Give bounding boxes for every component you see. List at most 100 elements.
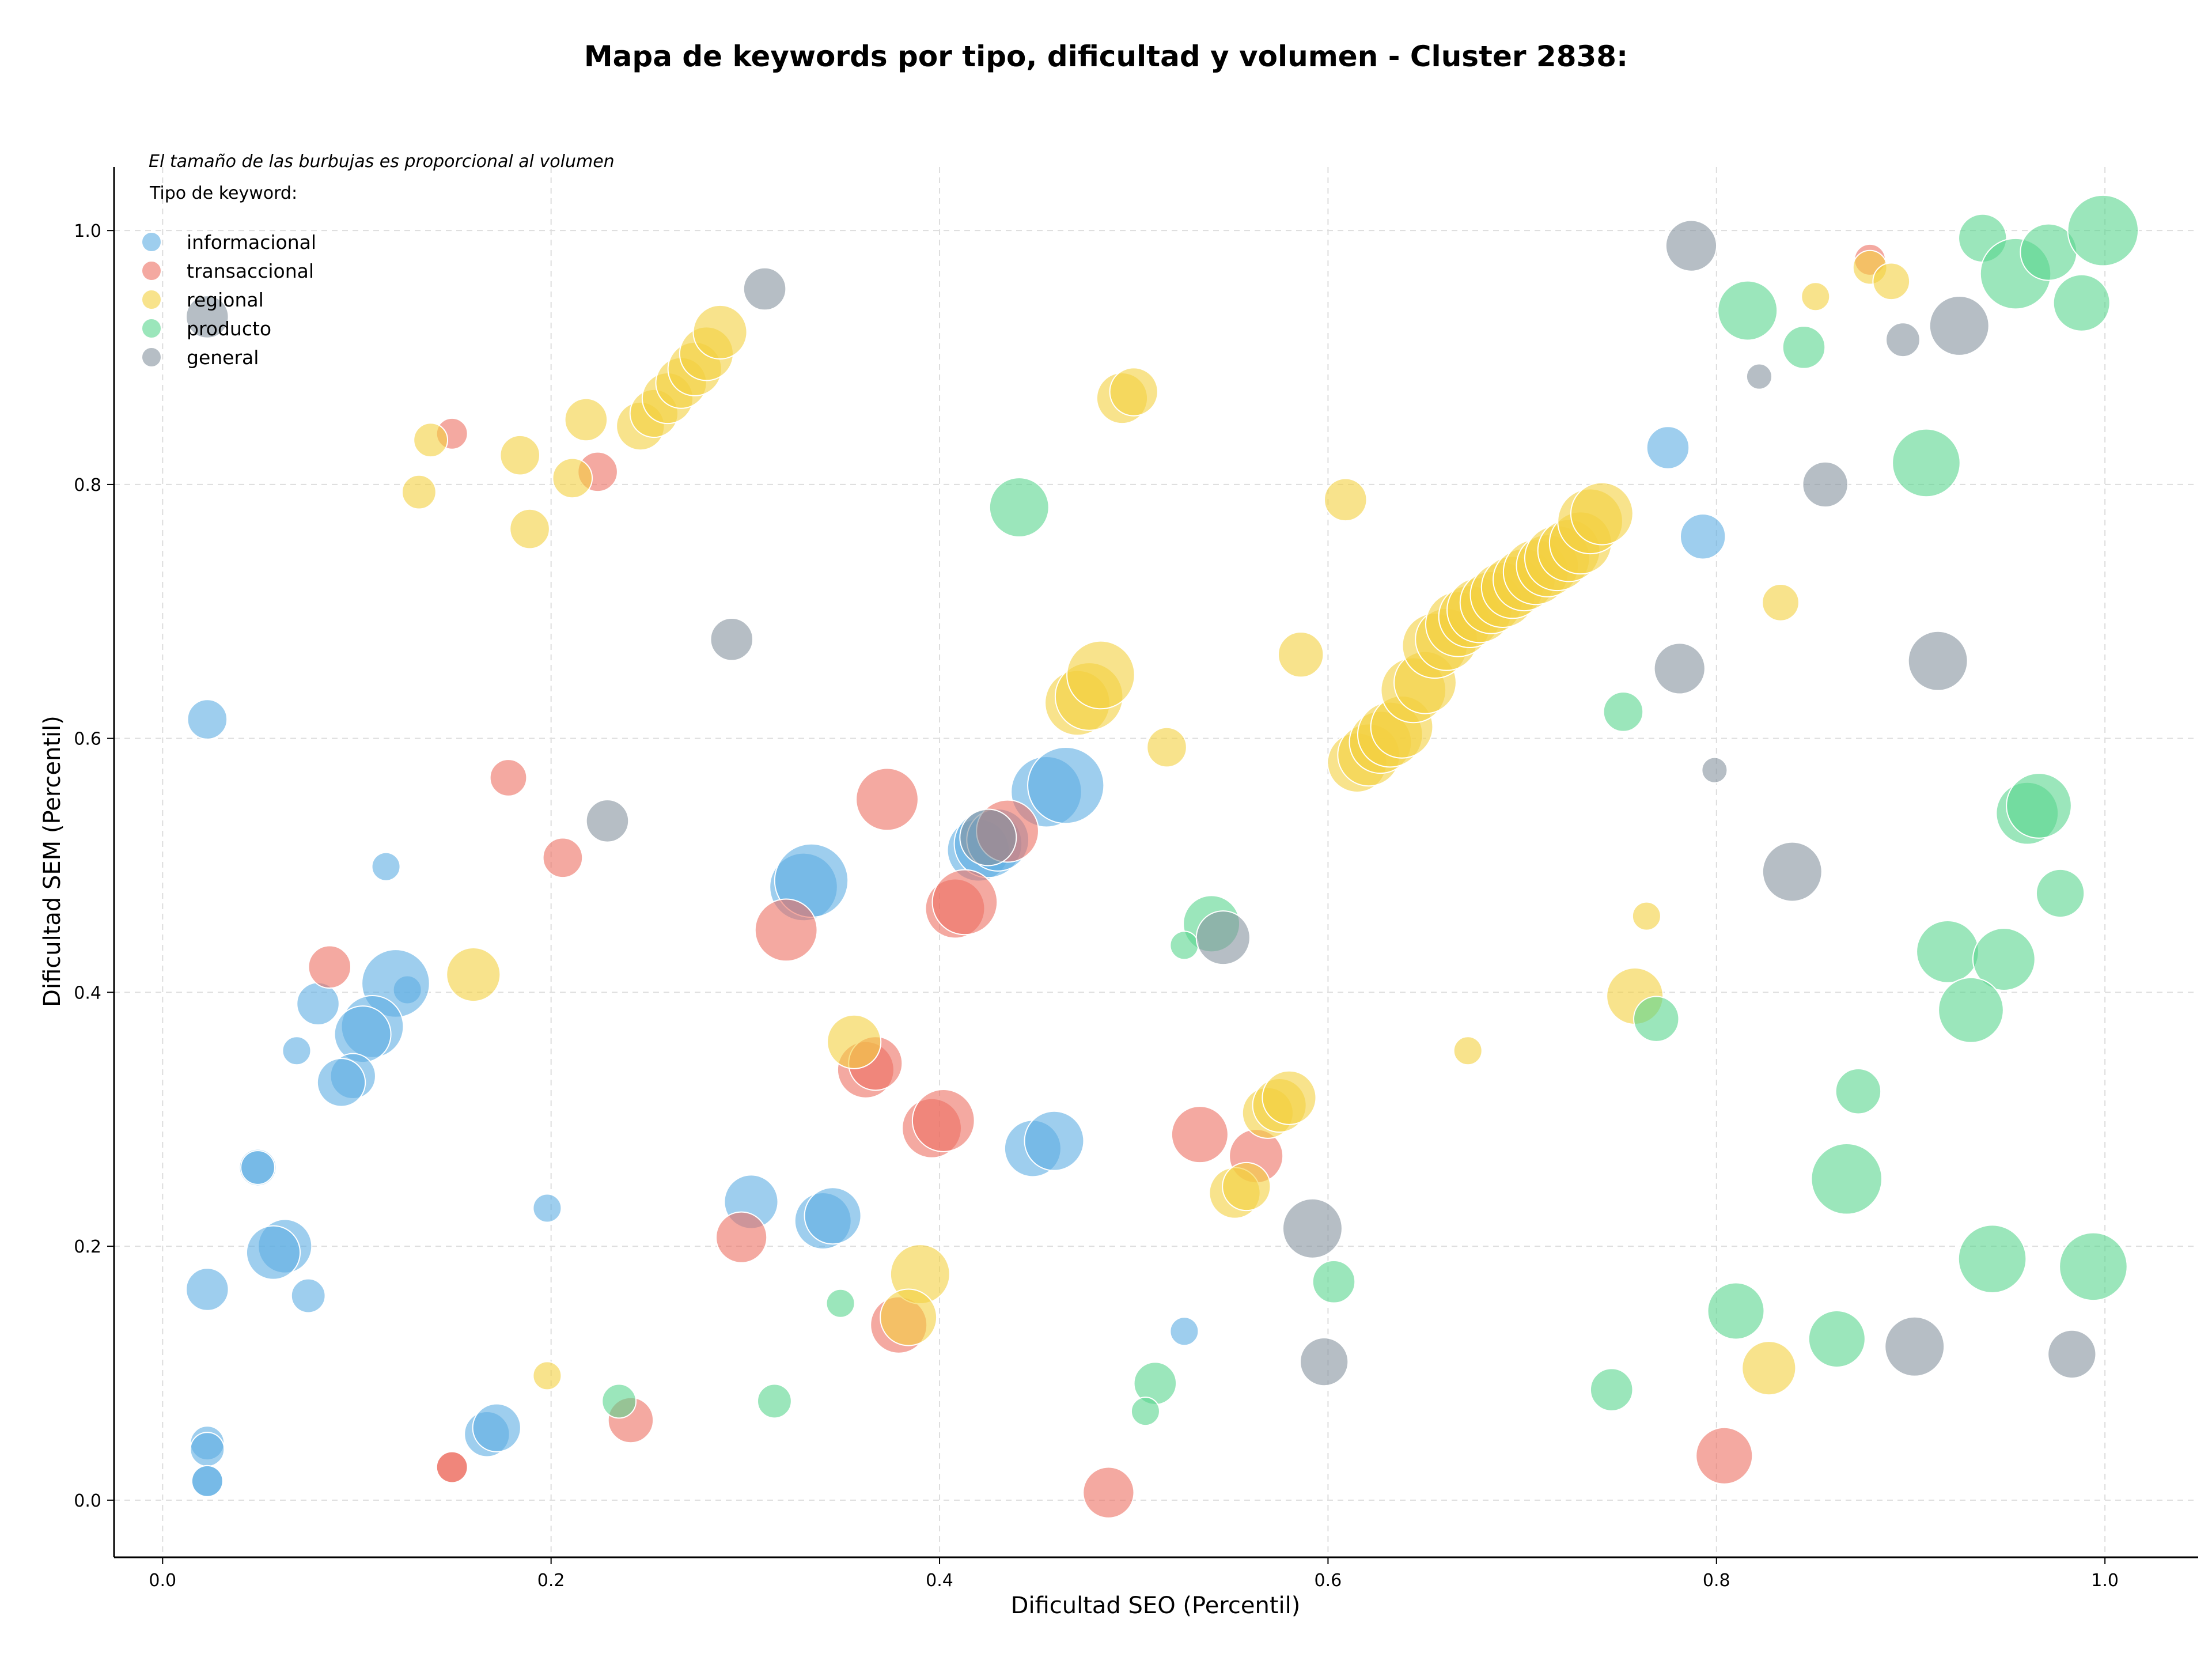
bubble-producto (1972, 928, 2036, 991)
bubble-transaccional (754, 898, 818, 962)
bubble-informacional (190, 1432, 225, 1467)
bubble-regional (1146, 727, 1187, 768)
bubble-general (1300, 1337, 1349, 1387)
bubble-regional (564, 398, 608, 442)
bubble-transaccional (931, 869, 998, 936)
bubble-general (2047, 1329, 2097, 1379)
bubble-producto (1810, 1143, 1883, 1215)
bubble-informacional (1646, 426, 1690, 470)
bubble-producto (1169, 930, 1199, 960)
bubble-regional (1762, 584, 1800, 622)
bubble-regional (401, 474, 437, 510)
bubble-producto (1808, 1310, 1866, 1368)
bubble-general (959, 808, 1017, 867)
bubble-regional (1570, 482, 1634, 546)
legend-label-transaccional: transaccional (187, 260, 314, 282)
x-tick-label: 0.2 (537, 1571, 565, 1591)
bubble-transaccional (489, 759, 528, 797)
bubble-regional (532, 1361, 562, 1391)
bubble-general (1701, 756, 1728, 784)
bubble-regional (1453, 1036, 1483, 1066)
bubble-producto (2059, 1232, 2128, 1301)
bubble-producto (825, 1288, 855, 1318)
bubble-regional (446, 947, 501, 1002)
bubble-general (1195, 910, 1251, 966)
bubble-informacional (1024, 1110, 1085, 1171)
x-tick-label: 0.6 (1315, 1571, 1342, 1591)
y-tick-label: 0.0 (74, 1491, 101, 1511)
bubble-transaccional (715, 1211, 768, 1263)
bubble-regional (552, 457, 593, 499)
bubble-regional (692, 304, 748, 360)
bubble-producto (1938, 977, 2004, 1043)
bubble-general (743, 267, 787, 311)
bubble-regional (413, 422, 449, 458)
bubble-producto (2035, 868, 2085, 918)
bubble-informacional (532, 1193, 562, 1223)
x-tick-label: 0.8 (1703, 1571, 1730, 1591)
bubble-informacional (371, 852, 401, 881)
legend-label-producto: producto (187, 317, 271, 340)
legend-marker-regional (141, 289, 162, 310)
bubble-producto (1130, 1397, 1160, 1427)
bubble-producto (1892, 428, 1961, 498)
bubble-regional (1066, 640, 1135, 710)
bubble-producto (1633, 996, 1680, 1042)
bubble-producto (2067, 194, 2139, 267)
bubble-producto (2052, 274, 2111, 332)
legend-label-regional: regional (187, 289, 264, 311)
bubble-general (1885, 322, 1921, 358)
bubble-informacional (245, 1225, 301, 1280)
bubble-regional (1741, 1341, 1797, 1396)
legend-title: Tipo de keyword: (149, 183, 297, 203)
bubble-general (1665, 220, 1718, 272)
bubble-regional (1222, 1161, 1271, 1212)
size-note: El tamaño de las burbujas es proporciona… (149, 152, 615, 172)
bubble-transaccional (542, 837, 584, 879)
bubble-transaccional (911, 1089, 975, 1152)
bubble-transaccional (1695, 1427, 1753, 1485)
bubble-general (1884, 1316, 1945, 1377)
bubble-producto (1916, 920, 1979, 983)
bubble-regional (1262, 1070, 1317, 1125)
bubble-general (1802, 461, 1849, 508)
legend-label-informacional: informacional (187, 231, 316, 253)
bubble-informacional (1679, 513, 1726, 560)
bubble-producto (988, 477, 1050, 538)
bubble-regional (1872, 262, 1911, 301)
bubble-general (1762, 841, 1823, 902)
bubble-informacional (804, 1187, 862, 1245)
bubble-transaccional (435, 1451, 468, 1484)
axes (107, 167, 2198, 1564)
bubble-producto (1782, 326, 1826, 369)
bubble-general (585, 799, 630, 843)
bubble-informacional (282, 1036, 312, 1066)
bubbles (185, 194, 2139, 1519)
bubble-transaccional (308, 945, 352, 989)
y-axis-label: Dificultad SEM (Percentil) (39, 716, 66, 1007)
bubble-regional (1109, 367, 1158, 417)
legend-marker-producto (141, 318, 162, 339)
bubble-regional (827, 1014, 882, 1069)
tick-labels: 0.0 0.2 0.4 0.6 0.8 1.0 0.0 0.2 0.4 0.6 0.8 1.0 (74, 221, 2119, 1591)
bubble-regional (1631, 901, 1661, 931)
bubble-general (1907, 630, 1968, 691)
bubble-producto (1957, 1224, 2027, 1293)
bubble-producto (1603, 691, 1644, 732)
bubble-regional (509, 508, 550, 550)
x-tick-label: 0.0 (149, 1571, 176, 1591)
bubble-general (1745, 363, 1773, 390)
bubble-general (1653, 642, 1706, 695)
y-tick-label: 1.0 (74, 221, 101, 241)
bubble-producto (1589, 1368, 1634, 1412)
bubble-informacional (316, 1058, 366, 1107)
bubble-regional (1324, 478, 1368, 522)
bubble-producto (1835, 1068, 1882, 1115)
bubble-producto (1707, 1282, 1765, 1340)
y-tick-label: 0.6 (74, 729, 101, 750)
y-tick-label: 0.2 (74, 1237, 101, 1257)
x-axis-label: Dificultad SEO (Percentil) (1011, 1592, 1301, 1619)
bubble-regional (1278, 631, 1324, 678)
bubble-regional (1801, 282, 1831, 312)
